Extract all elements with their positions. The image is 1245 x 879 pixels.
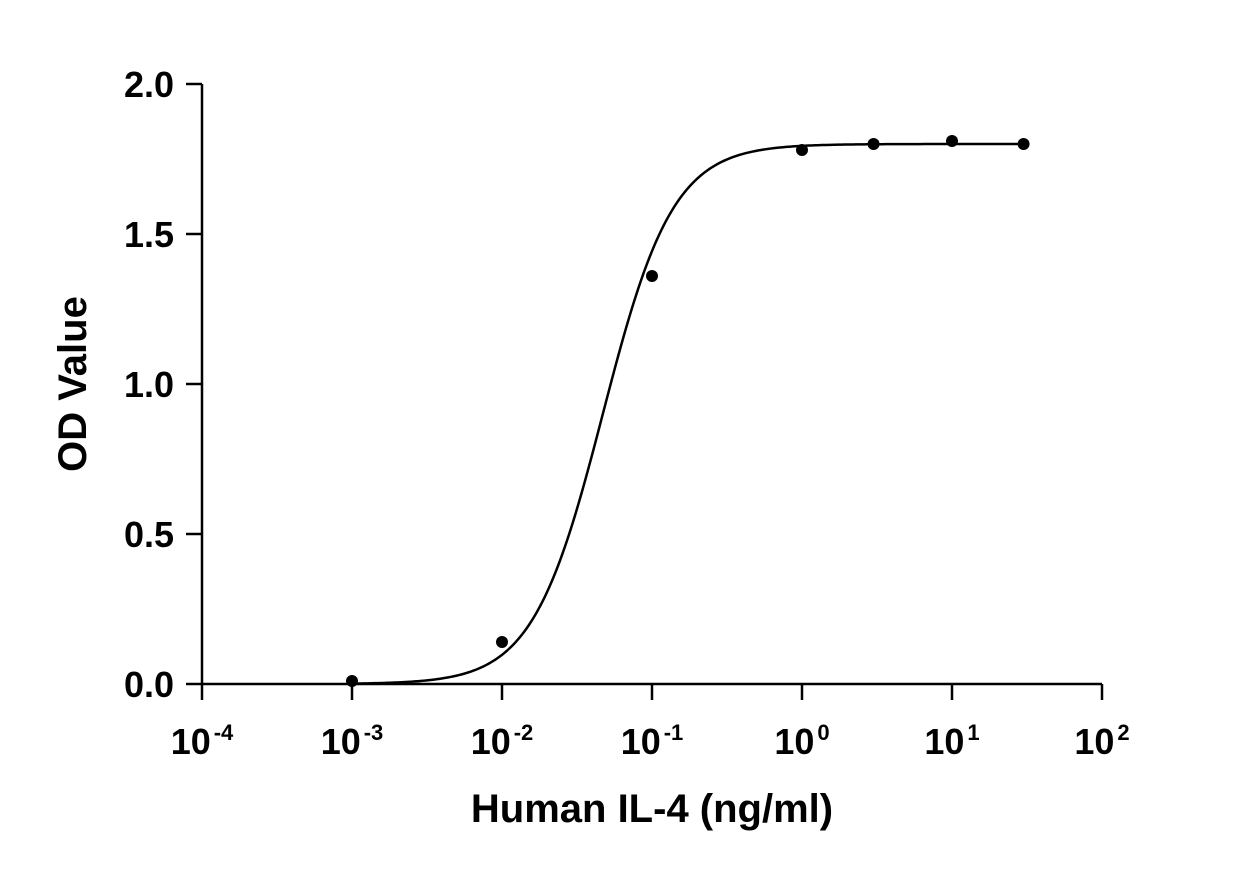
x-tick-base: 10 xyxy=(774,721,814,762)
x-tick-base: 10 xyxy=(171,721,211,762)
x-tick-exponent: -3 xyxy=(364,720,384,745)
y-tick-label: 0.0 xyxy=(124,664,174,705)
x-tick-label: 10 1 xyxy=(924,720,979,762)
y-axis-title: OD Value xyxy=(51,296,95,472)
x-tick-base: 10 xyxy=(924,721,964,762)
fit-curve xyxy=(351,142,1024,685)
axes: 0.00.51.01.52.0 10 -4 10 -3 10 -2 10 -1 10 0 10 1 10… xyxy=(124,64,1130,762)
data-point xyxy=(946,135,958,147)
x-tick-label: 10 -1 xyxy=(621,720,684,762)
x-tick-label: 10 0 xyxy=(774,720,829,762)
y-tick-label: 1.5 xyxy=(124,214,174,255)
x-tick-exponent: 2 xyxy=(1117,720,1129,745)
x-tick-label: 10 -3 xyxy=(321,720,384,762)
x-tick-base: 10 xyxy=(1074,721,1114,762)
x-tick-label: 10 -2 xyxy=(471,720,534,762)
y-tick-label: 1.0 xyxy=(124,364,174,405)
x-tick-exponent: -2 xyxy=(514,720,534,745)
x-tick-exponent: -1 xyxy=(664,720,684,745)
data-points xyxy=(346,135,1030,687)
x-tick-exponent: 0 xyxy=(817,720,829,745)
x-tick-exponent: -4 xyxy=(214,720,234,745)
data-point xyxy=(1017,138,1030,150)
data-point xyxy=(796,144,808,156)
x-tick-label: 10 2 xyxy=(1074,720,1129,762)
x-tick-label: 10 -4 xyxy=(171,720,234,762)
plot-area xyxy=(346,135,1030,687)
x-tick-exponent: 1 xyxy=(967,720,979,745)
x-tick-base: 10 xyxy=(621,721,661,762)
y-tick-label: 2.0 xyxy=(124,64,174,105)
data-point xyxy=(646,270,658,282)
data-point xyxy=(496,636,508,648)
y-ticks: 0.0 0.5 1.0 1.5 2.0 xyxy=(124,64,202,705)
x-tick-base: 10 xyxy=(321,721,361,762)
data-point xyxy=(867,138,880,150)
x-axis-title: Human IL-4 (ng/ml) xyxy=(471,787,833,831)
x-tick-base: 10 xyxy=(471,721,511,762)
x-ticks: 10 -4 10 -3 10 -2 10 -1 10 0 10 1 10 2 xyxy=(171,684,1130,762)
y-tick-label: 0.5 xyxy=(124,514,174,555)
